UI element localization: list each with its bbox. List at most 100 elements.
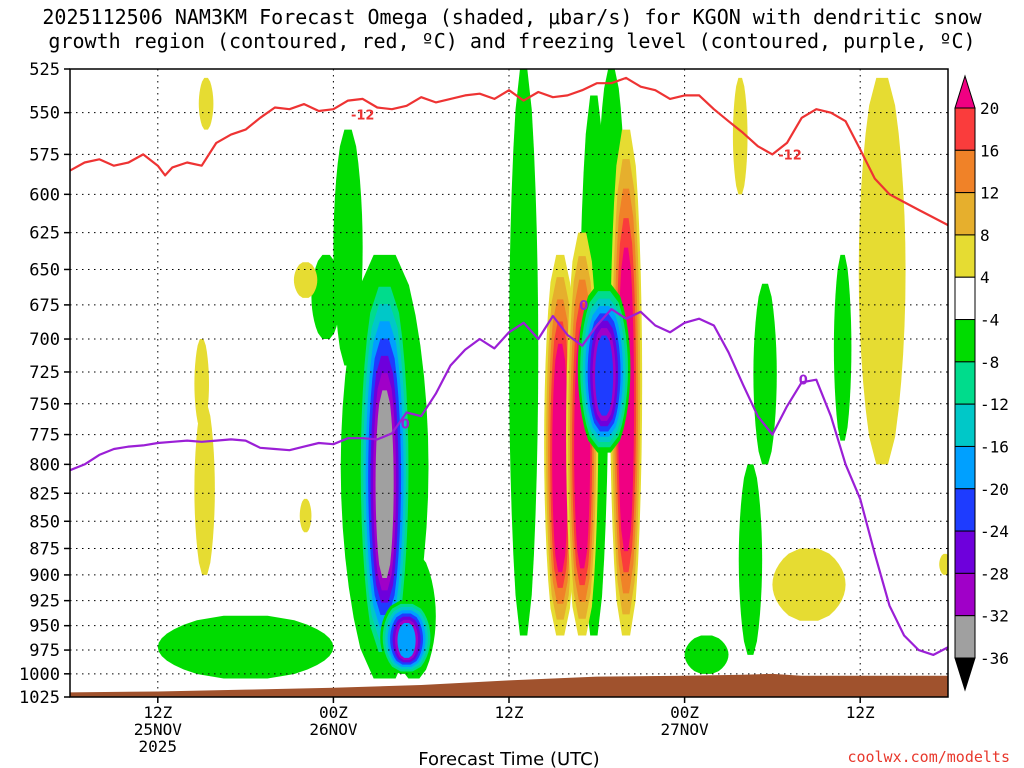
grid-lines bbox=[70, 69, 948, 697]
colorbar-label: -20 bbox=[980, 480, 1009, 499]
contour-label: -12 bbox=[351, 108, 375, 123]
colorbar-label: -36 bbox=[980, 649, 1009, 668]
y-axis: 525 550 575 600 625 650 675 700 725 750 775 800 825 8… bbox=[19, 60, 70, 708]
colorbar-box bbox=[954, 445, 976, 490]
colorbar-label: 20 bbox=[980, 99, 999, 118]
omega-yellow-0 bbox=[194, 403, 215, 575]
colorbar-label: -4 bbox=[980, 311, 999, 330]
x-tick-label: 2025 bbox=[139, 737, 178, 756]
colorbar-label: -32 bbox=[980, 607, 1009, 626]
omega-core-0-7 bbox=[375, 390, 394, 579]
colorbar-box bbox=[954, 192, 976, 236]
omega-yellow-4 bbox=[198, 77, 214, 130]
contour-label: 0 bbox=[799, 374, 808, 389]
colorbar-box bbox=[954, 403, 976, 447]
contour-line-freezing-0 bbox=[70, 308, 948, 656]
colorbar-box bbox=[954, 488, 976, 532]
omega-green-12 bbox=[833, 254, 852, 441]
y-tick-label: 800 bbox=[29, 455, 60, 475]
omega-green-6 bbox=[509, 69, 539, 636]
y-tick-label: 900 bbox=[29, 566, 60, 586]
colorbar-box bbox=[954, 107, 976, 151]
y-tick-label: 1025 bbox=[19, 688, 60, 708]
y-tick-label: 675 bbox=[29, 296, 60, 316]
y-tick-label: 925 bbox=[29, 592, 60, 612]
x-tick-label: 00Z bbox=[670, 703, 699, 722]
omega-core-2-5 bbox=[554, 365, 567, 557]
terrain-polygon bbox=[70, 673, 948, 697]
y-tick-label: 850 bbox=[29, 512, 60, 532]
omega-core-1-7 bbox=[397, 623, 416, 658]
omega-green-4 bbox=[191, 630, 227, 674]
omega-green-5 bbox=[311, 254, 341, 340]
y-tick-label: 875 bbox=[29, 539, 60, 559]
y-tick-label: 600 bbox=[29, 185, 60, 205]
omega-yellow-7 bbox=[858, 77, 906, 465]
colorbar-box bbox=[954, 530, 976, 574]
colorbar-label: 4 bbox=[980, 268, 990, 287]
x-tick-label: 12Z bbox=[495, 703, 524, 722]
terrain-fill bbox=[70, 673, 948, 697]
colorbar-label: 16 bbox=[980, 141, 999, 160]
omega-yellow-3 bbox=[299, 498, 312, 533]
y-tick-label: 525 bbox=[29, 60, 60, 80]
colorbar-box bbox=[954, 276, 976, 321]
omega-green-1 bbox=[333, 129, 363, 366]
omega-green-11 bbox=[684, 635, 729, 674]
colorbar-bottom-arrow bbox=[954, 657, 976, 692]
omega-yellow-2 bbox=[293, 262, 318, 298]
x-tick-label: 27NOV bbox=[661, 720, 710, 739]
colorbar-label: -16 bbox=[980, 437, 1009, 456]
colorbar-label: -24 bbox=[980, 522, 1009, 541]
y-tick-label: 625 bbox=[29, 224, 60, 244]
x-tick-label: 25NOV bbox=[134, 720, 183, 739]
x-tick-label: 12Z bbox=[846, 703, 875, 722]
colorbar-label: 8 bbox=[980, 226, 990, 245]
omega-shading bbox=[157, 69, 948, 679]
y-tick-label: 825 bbox=[29, 484, 60, 504]
colorbar-top-arrow bbox=[954, 74, 976, 109]
contour-label: 0 bbox=[579, 299, 588, 314]
x-tick-label: 00Z bbox=[319, 703, 348, 722]
contour-lines bbox=[70, 76, 948, 656]
omega-green-3 bbox=[157, 615, 334, 679]
credit-link[interactable]: coolwx.com/modelts bbox=[847, 748, 1010, 766]
contour-labels: -12 -12 0 0 0 bbox=[351, 108, 808, 432]
omega-yellow-1 bbox=[194, 339, 210, 429]
y-tick-label: 1000 bbox=[19, 665, 60, 685]
x-tick-label: 12Z bbox=[143, 703, 172, 722]
x-tick-label: 26NOV bbox=[309, 720, 358, 739]
omega-green-9 bbox=[738, 464, 763, 655]
x-axis-label: Forecast Time (UTC) bbox=[418, 749, 599, 768]
contour-line-dgz-minus12 bbox=[70, 76, 948, 227]
y-tick-label: 700 bbox=[29, 330, 60, 350]
colorbar-box bbox=[954, 319, 976, 363]
colorbar-label: -12 bbox=[980, 395, 1009, 414]
y-tick-label: 725 bbox=[29, 363, 60, 383]
colorbar-box bbox=[954, 361, 976, 405]
colorbar-box bbox=[954, 149, 976, 194]
contour-label: -12 bbox=[778, 148, 802, 163]
y-tick-label: 775 bbox=[29, 426, 60, 446]
y-tick-label: 750 bbox=[29, 395, 60, 415]
y-tick-label: 975 bbox=[29, 641, 60, 661]
colorbar: 20 16 12 8 4 -4 -8 -12 -16 -20 -24 -28 -32 -36 bbox=[954, 74, 1009, 692]
chart-title-line1: 2025112506 NAM3KM Forecast Omega (shaded… bbox=[42, 5, 982, 29]
colorbar-label: -8 bbox=[980, 353, 999, 372]
omega-yellow-5 bbox=[732, 77, 748, 195]
colorbar-box bbox=[954, 572, 976, 617]
chart-title-line2: growth region (contoured, red, ºC) and f… bbox=[48, 29, 976, 53]
colorbar-box bbox=[954, 234, 976, 278]
omega-yellow-6 bbox=[772, 548, 846, 621]
omega-yellow-8 bbox=[939, 553, 948, 575]
omega-core-5-7 bbox=[595, 335, 614, 416]
y-tick-label: 650 bbox=[29, 260, 60, 280]
y-tick-label: 550 bbox=[29, 104, 60, 124]
colorbar-label: 12 bbox=[980, 184, 999, 203]
colorbar-box bbox=[954, 615, 976, 659]
y-tick-label: 950 bbox=[29, 617, 60, 637]
omega-green-10 bbox=[753, 283, 777, 465]
contour-label: 0 bbox=[401, 418, 410, 433]
